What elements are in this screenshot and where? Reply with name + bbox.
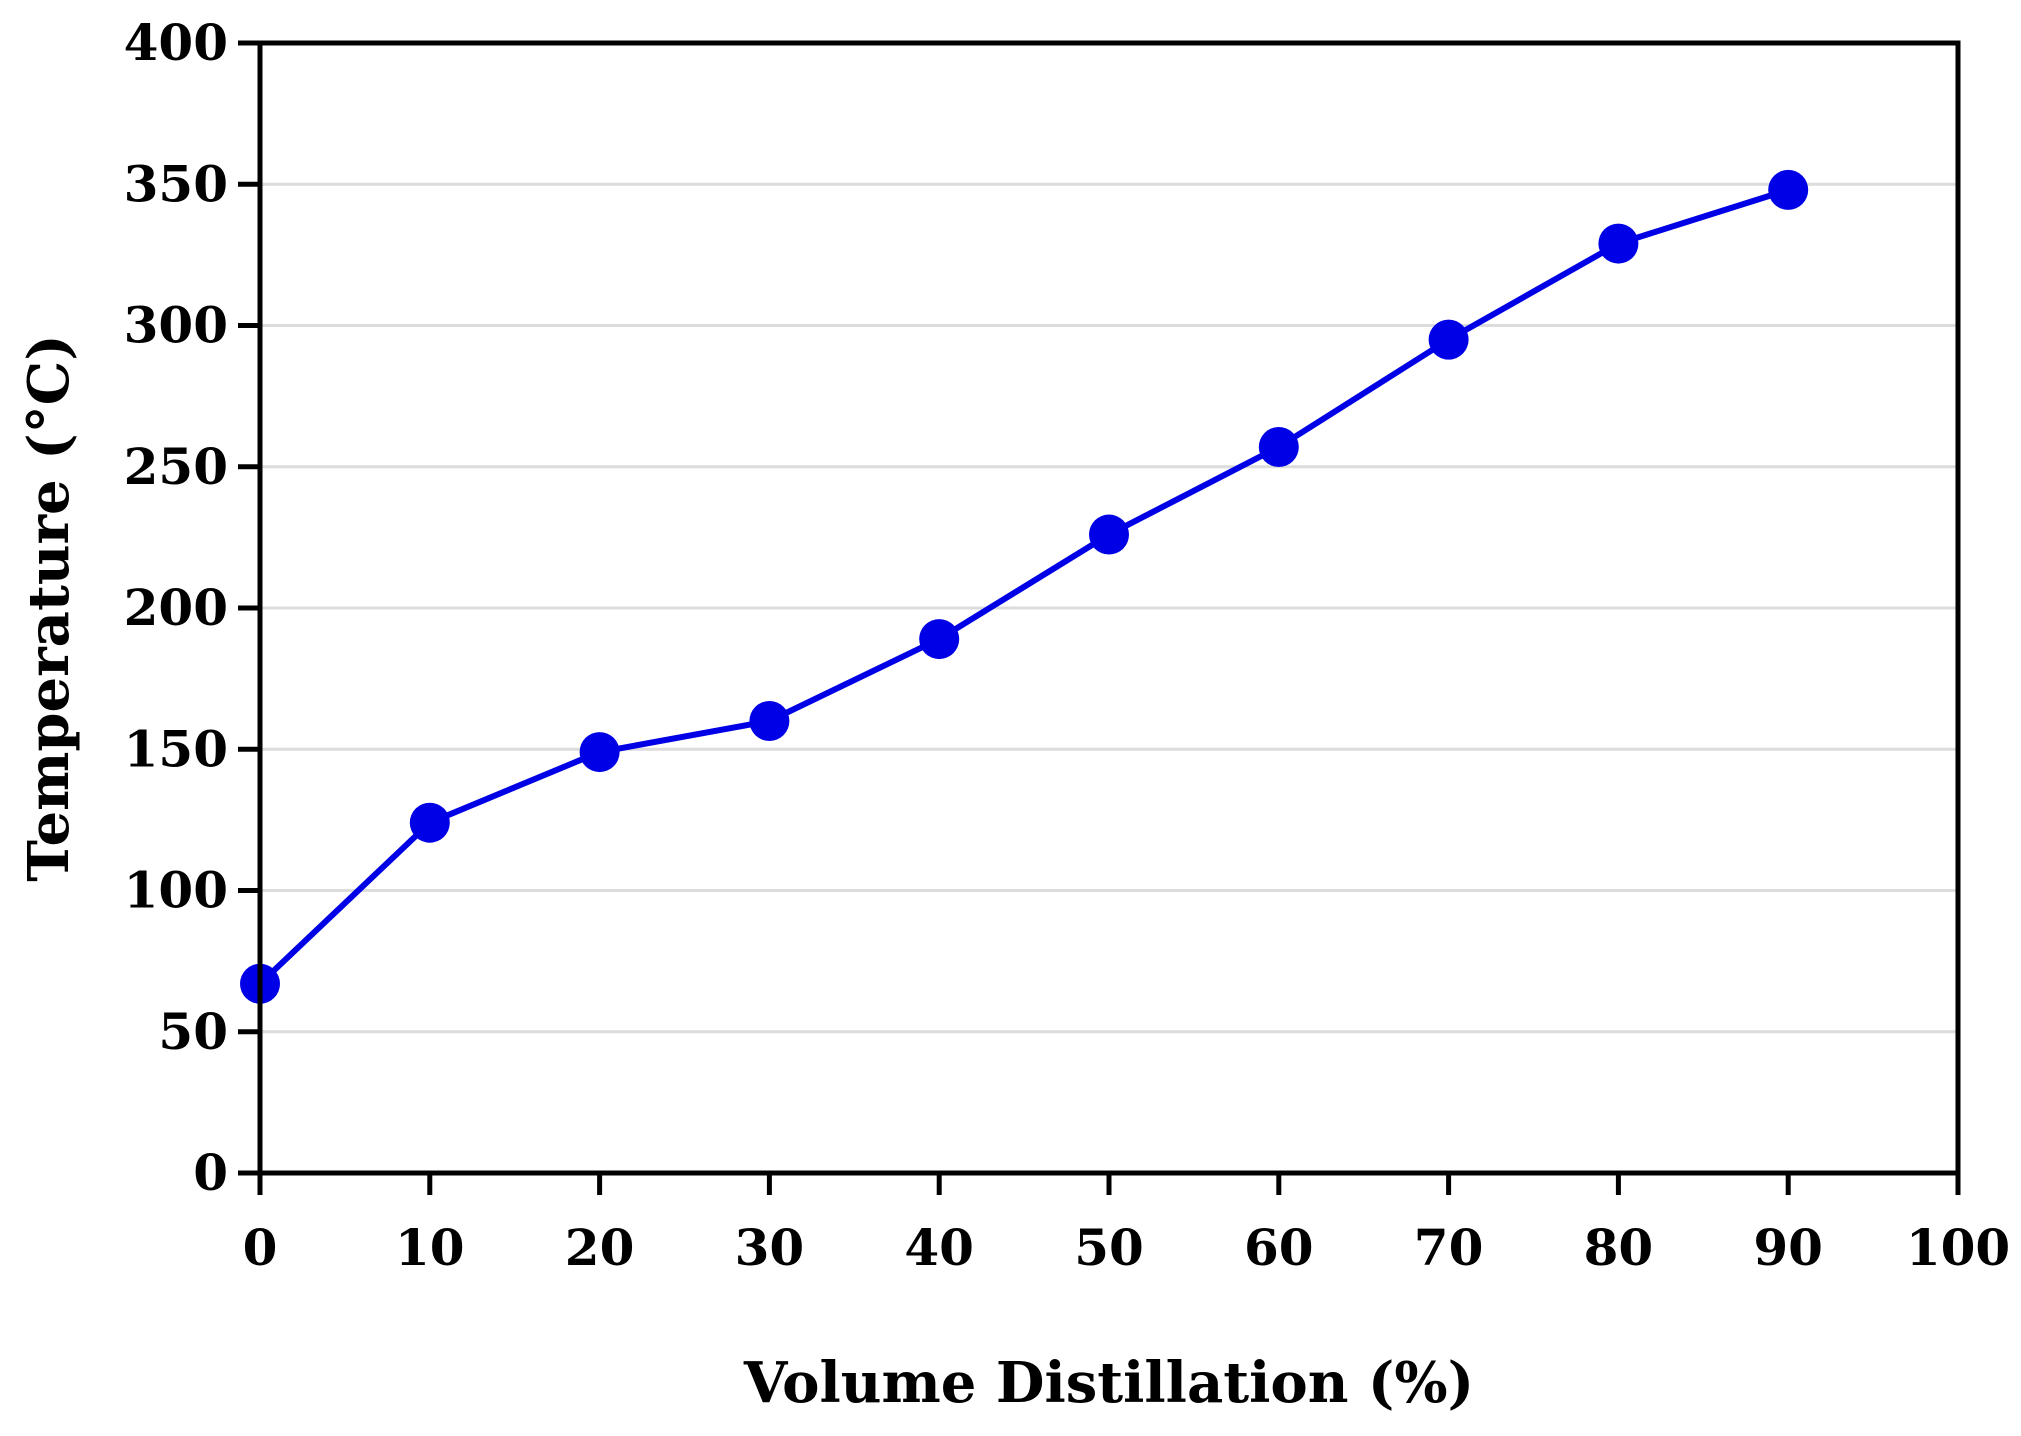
y-axis-title: Temperature (°C) xyxy=(16,334,82,881)
y-tick-label: 0 xyxy=(193,1143,228,1202)
data-point xyxy=(1768,169,1809,210)
axis-ticks: 0 50 100 150 200 250 300 350 400 0 10 20 30 40 50 60 70 8… xyxy=(124,13,2011,1277)
data-point xyxy=(749,701,790,741)
x-tick-label: 0 xyxy=(243,1218,278,1277)
x-tick-label: 80 xyxy=(1584,1218,1654,1277)
data-point xyxy=(919,619,960,660)
series-line xyxy=(257,187,1790,986)
y-tick-label: 50 xyxy=(158,1002,228,1061)
x-tick-label: 90 xyxy=(1753,1218,1823,1277)
y-tick-label: 150 xyxy=(124,719,228,778)
y-tick-label: 100 xyxy=(124,861,228,920)
y-tick-label: 200 xyxy=(124,578,228,637)
data-point xyxy=(1258,426,1299,467)
y-tick-label: 350 xyxy=(124,154,228,213)
x-tick-label: 30 xyxy=(735,1218,805,1277)
y-tick-label: 400 xyxy=(124,13,228,72)
gridlines xyxy=(260,182,1958,1034)
x-tick-label: 20 xyxy=(565,1218,635,1277)
x-tick-label: 70 xyxy=(1414,1218,1484,1277)
x-tick-label: 10 xyxy=(395,1218,465,1277)
data-point xyxy=(1089,514,1129,555)
data-point xyxy=(409,802,450,843)
y-tick-label: 250 xyxy=(124,437,228,496)
x-tick-label: 40 xyxy=(904,1218,974,1277)
x-tick-label: 50 xyxy=(1074,1218,1144,1277)
x-tick-label: 100 xyxy=(1906,1218,2010,1277)
x-tick-label: 60 xyxy=(1244,1218,1314,1277)
y-tick-label: 300 xyxy=(124,296,228,355)
data-point xyxy=(579,732,620,773)
data-point xyxy=(1598,223,1639,264)
data-point xyxy=(1428,319,1469,360)
x-axis-title: Volume Distillation (%) xyxy=(743,1350,1474,1416)
series-layer xyxy=(240,169,1809,1004)
